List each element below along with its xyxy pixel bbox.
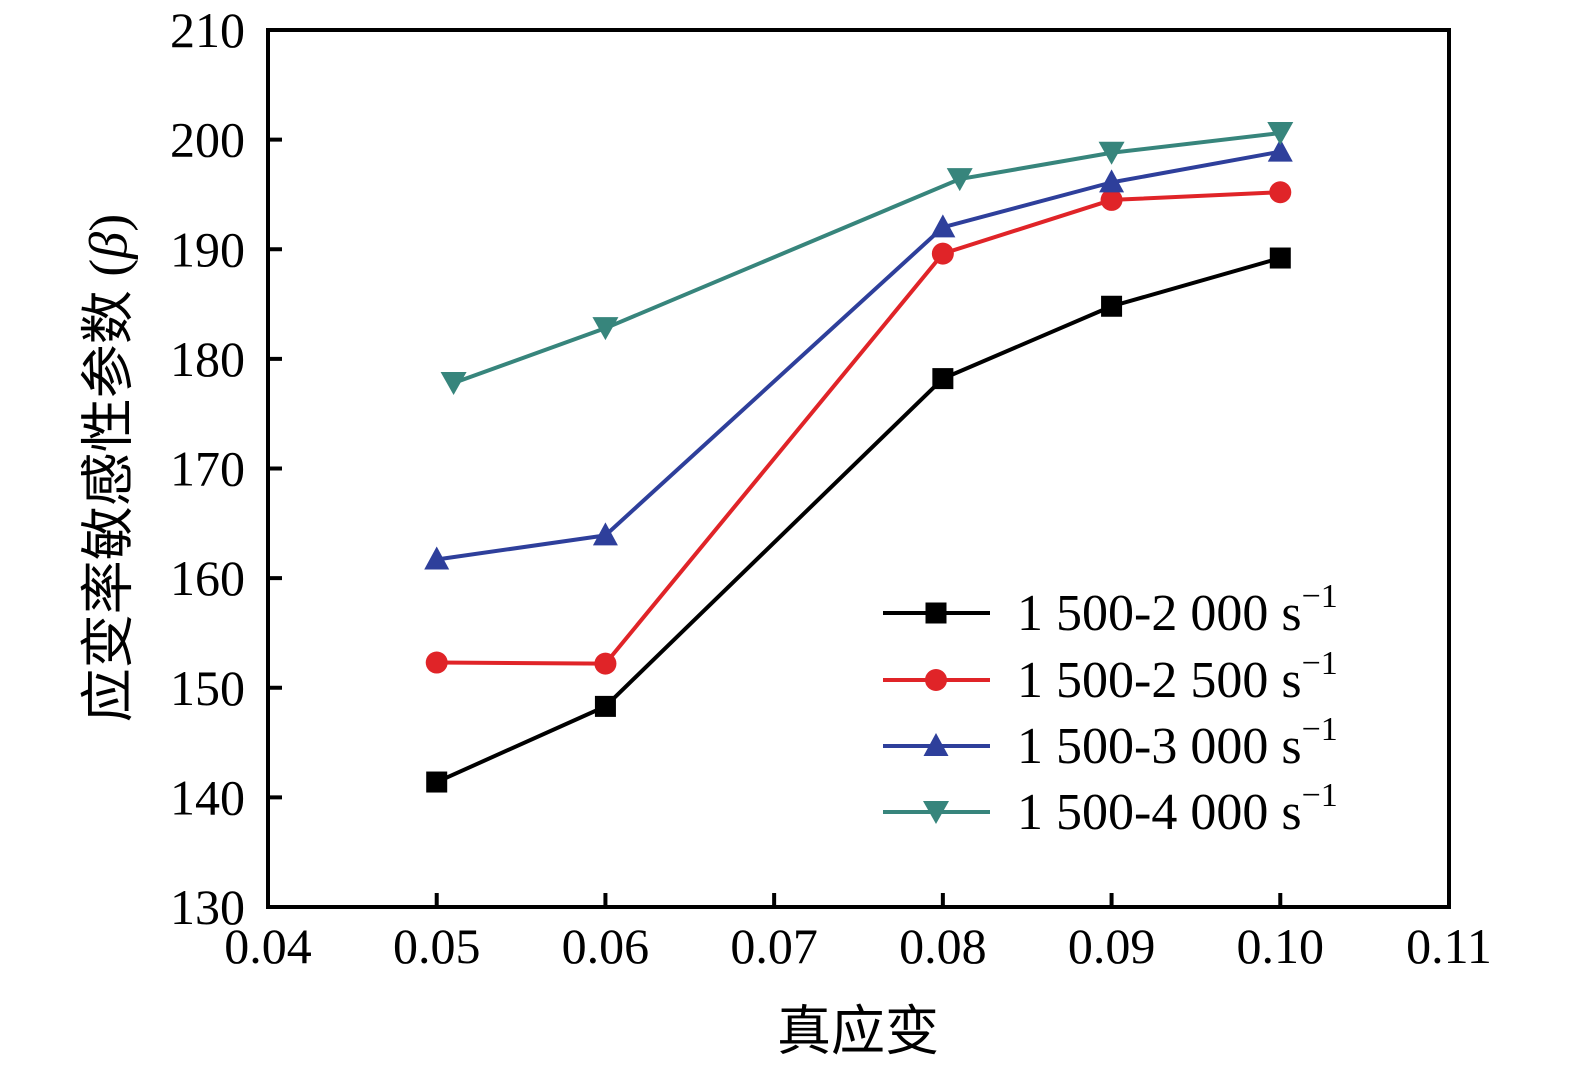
series-1-marker (931, 242, 954, 265)
x-tick-label: 0.06 (562, 918, 650, 974)
series-1-marker (1100, 188, 1123, 211)
legend-row: 1 500-3 000 s−1 (883, 711, 1338, 775)
y-axis-label-text: 应变率敏感性参数 ( (78, 258, 139, 723)
series-1-marker (1269, 181, 1292, 204)
y-tick-label: 210 (170, 2, 245, 58)
x-tick-label: 0.11 (1406, 918, 1492, 974)
y-tick-label: 170 (170, 441, 245, 497)
series-2-marker (424, 546, 450, 570)
x-tick-label: 0.09 (1068, 918, 1156, 974)
y-tick-label: 200 (170, 112, 245, 168)
series-0-marker (1101, 295, 1123, 317)
y-tick-label: 190 (170, 221, 245, 277)
series-1-marker (594, 652, 617, 675)
series-2-marker (1099, 169, 1125, 193)
legend-label: 1 500-2 500 s−1 (1017, 645, 1338, 709)
legend-label: 1 500-2 000 s−1 (1017, 578, 1338, 642)
legend-marker-circle (925, 669, 947, 691)
x-tick-label: 0.08 (899, 918, 987, 974)
y-tick-label: 180 (170, 331, 245, 387)
y-tick-label: 150 (170, 660, 245, 716)
y-axis-label-close: ) (78, 213, 139, 232)
legend-row: 1 500-2 000 s−1 (883, 578, 1338, 642)
y-axis-label-beta: β (78, 231, 139, 259)
series-0-marker (1269, 247, 1291, 269)
series-3-marker (1098, 141, 1125, 165)
legend: 1 500-2 000 s−11 500-2 500 s−11 500-3 00… (883, 578, 1338, 841)
x-tick-label: 0.10 (1237, 918, 1325, 974)
series-3-marker (946, 168, 973, 192)
legend-label: 1 500-3 000 s−1 (1017, 711, 1338, 775)
series-3-marker (440, 371, 467, 395)
y-tick-label: 160 (170, 550, 245, 606)
y-axis-label: 应变率敏感性参数 (β) (64, 214, 143, 722)
x-axis-label: 真应变 (777, 1001, 939, 1062)
legend-marker-triangle-down (923, 801, 949, 824)
y-tick-label: 130 (170, 879, 245, 935)
legend-marker-square (925, 602, 947, 624)
legend-marker-triangle-up (923, 733, 949, 756)
x-tick-label: 0.05 (393, 918, 481, 974)
legend-row: 1 500-4 000 s−1 (883, 777, 1338, 841)
series-2-marker (930, 214, 956, 238)
series-1-marker (425, 651, 448, 674)
series-3-marker (1267, 122, 1294, 146)
series-0-marker (932, 368, 954, 390)
series-2-marker (592, 522, 618, 546)
series-0-marker (594, 695, 616, 717)
x-tick-label: 0.04 (224, 918, 312, 974)
series-2-marker (1267, 138, 1293, 162)
series-0-marker (426, 771, 448, 793)
series-3-marker (592, 317, 619, 341)
legend-label: 1 500-4 000 s−1 (1017, 777, 1338, 841)
legend-row: 1 500-2 500 s−1 (883, 645, 1338, 709)
x-tick-label: 0.07 (730, 918, 818, 974)
y-tick-label: 140 (170, 769, 245, 825)
